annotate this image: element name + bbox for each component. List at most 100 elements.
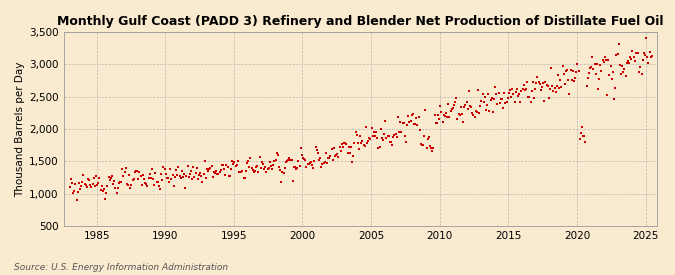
Title: Monthly Gulf Coast (PADD 3) Refinery and Blender Net Production of Distillate Fu: Monthly Gulf Coast (PADD 3) Refinery and… (57, 15, 664, 28)
Point (174, 174, 185, 178)
Point (497, 106, 508, 110)
Point (349, 141, 360, 145)
Point (372, 136, 383, 140)
Point (479, 95, 490, 99)
Point (173, 164, 184, 169)
Point (571, 70, 582, 74)
Point (508, 92, 519, 97)
Point (632, 51, 643, 56)
Point (390, 132, 401, 136)
Point (522, 79, 533, 84)
Point (324, 156, 335, 161)
Point (263, 166, 274, 170)
Point (380, 119, 391, 123)
Point (439, 114, 450, 118)
Point (271, 151, 282, 155)
Point (293, 159, 304, 163)
Point (476, 98, 487, 103)
Point (539, 99, 549, 104)
Point (292, 166, 302, 170)
Point (94, 176, 105, 180)
Point (82, 176, 93, 181)
Point (108, 182, 119, 186)
Point (639, 53, 650, 57)
Point (163, 175, 173, 180)
Point (204, 167, 215, 172)
Point (394, 130, 404, 134)
Point (565, 68, 576, 72)
Point (501, 100, 512, 104)
Point (614, 63, 625, 67)
Point (308, 166, 319, 170)
Point (605, 64, 616, 68)
Point (609, 97, 620, 101)
Point (317, 162, 328, 166)
Point (277, 170, 288, 174)
Point (491, 92, 502, 96)
Point (484, 109, 495, 113)
Point (217, 163, 228, 167)
Point (547, 84, 558, 88)
Point (331, 153, 342, 158)
Point (298, 155, 308, 160)
Point (128, 177, 139, 181)
Point (342, 151, 353, 155)
Point (134, 170, 145, 174)
Point (576, 125, 587, 129)
Point (69, 189, 80, 193)
Point (573, 69, 584, 73)
Point (159, 167, 170, 172)
Point (329, 154, 340, 158)
Point (151, 180, 162, 184)
Point (219, 167, 230, 171)
Point (153, 180, 163, 184)
Point (124, 173, 134, 178)
Point (133, 176, 144, 181)
Point (414, 127, 425, 132)
Point (105, 176, 116, 180)
Point (643, 61, 654, 65)
Point (207, 175, 218, 179)
Point (244, 164, 254, 169)
Point (194, 173, 205, 177)
Point (456, 112, 467, 116)
Point (499, 91, 510, 95)
Point (412, 123, 423, 127)
Point (574, 137, 585, 141)
Point (153, 184, 164, 188)
Point (313, 151, 323, 155)
Point (526, 89, 537, 94)
Point (397, 121, 408, 125)
Point (550, 89, 561, 94)
Point (232, 163, 242, 167)
Point (247, 167, 258, 172)
Point (591, 72, 601, 76)
Point (220, 173, 231, 178)
Point (604, 73, 615, 77)
Point (288, 178, 298, 183)
Point (224, 174, 235, 178)
Point (506, 95, 516, 100)
Text: Source: U.S. Energy Information Administration: Source: U.S. Energy Information Administ… (14, 263, 227, 272)
Point (339, 141, 350, 145)
Point (420, 108, 431, 112)
Point (585, 66, 595, 70)
Point (471, 110, 482, 115)
Point (527, 79, 538, 84)
Point (383, 134, 394, 139)
Point (512, 87, 522, 91)
Point (291, 167, 302, 171)
Point (431, 121, 442, 125)
Point (387, 142, 398, 147)
Point (340, 141, 351, 145)
Point (425, 144, 435, 148)
Point (261, 170, 272, 174)
Point (570, 75, 580, 80)
Point (494, 101, 505, 105)
Point (225, 167, 236, 171)
Point (389, 132, 400, 137)
Point (281, 158, 292, 163)
Point (418, 143, 429, 147)
Point (487, 110, 498, 115)
Point (252, 164, 263, 168)
